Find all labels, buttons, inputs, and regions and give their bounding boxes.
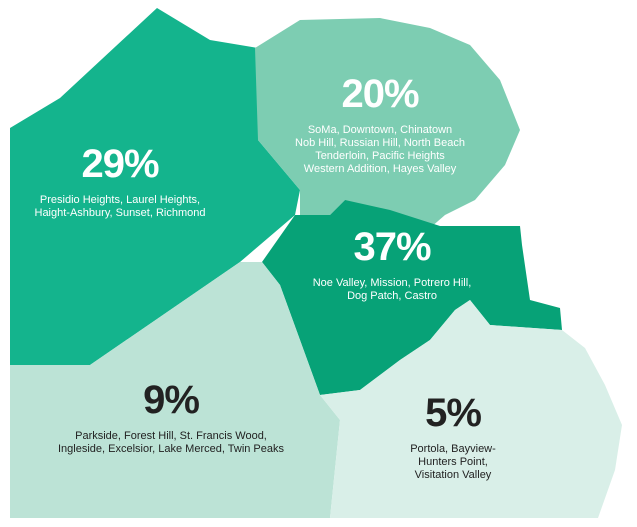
region-west — [10, 8, 300, 365]
region-neighborhoods: Ingleside, Excelsior, Lake Merced, Twin … — [58, 443, 285, 455]
region-neighborhoods: Nob Hill, Russian Hill, North Beach — [295, 137, 465, 149]
region-percent: 37% — [353, 225, 430, 269]
region-neighborhoods: SoMa, Downtown, Chinatown — [308, 124, 452, 136]
region-neighborhoods: Western Addition, Hayes Valley — [304, 163, 457, 175]
region-southeast — [320, 300, 622, 518]
region-percent: 5% — [425, 391, 481, 435]
region-southwest — [10, 262, 340, 518]
region-neighborhoods: Tenderloin, Pacific Heights — [315, 150, 445, 162]
region-percent: 20% — [341, 72, 418, 116]
region-percent: 9% — [143, 378, 199, 422]
region-neighborhoods: Hunters Point, — [418, 456, 488, 468]
pier-line — [470, 183, 507, 217]
region-neighborhoods: Dog Patch, Castro — [347, 290, 437, 302]
region-neighborhoods: Noe Valley, Mission, Potrero Hill, — [313, 277, 472, 289]
region-neighborhoods: Parkside, Forest Hill, St. Francis Wood, — [75, 430, 267, 442]
region-neighborhoods: Portola, Bayview- — [410, 443, 496, 455]
region-percent: 29% — [81, 142, 158, 186]
region-central — [262, 200, 562, 395]
region-neighborhoods: Presidio Heights, Laurel Heights, — [40, 194, 200, 206]
region-neighborhoods: Haight-Ashbury, Sunset, Richmond — [35, 207, 206, 219]
region-northeast — [255, 18, 520, 228]
region-neighborhoods: Visitation Valley — [415, 469, 492, 481]
